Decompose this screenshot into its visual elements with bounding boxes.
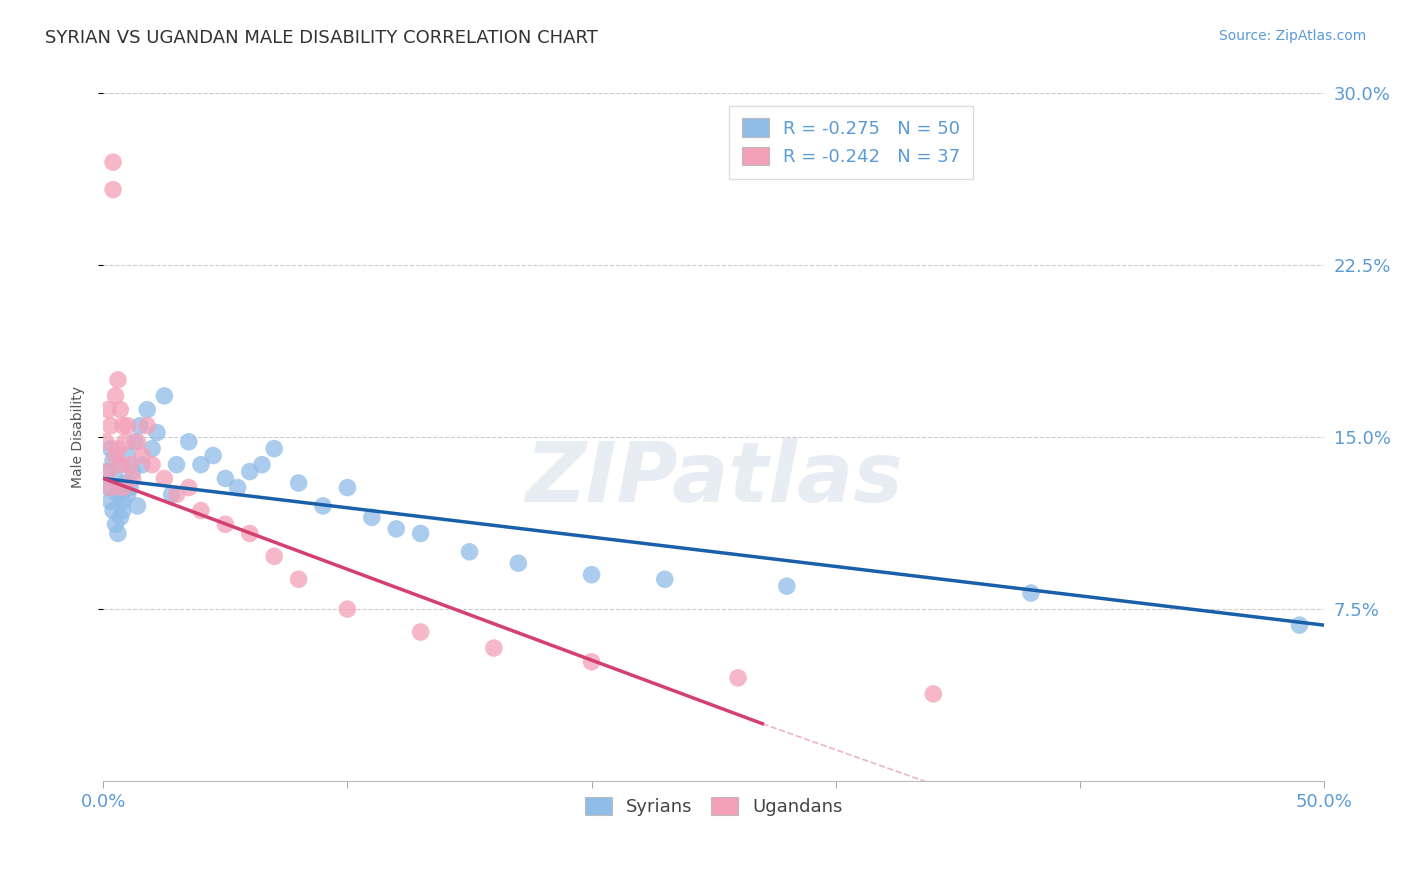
Point	[458, 545, 481, 559]
Point	[111, 481, 134, 495]
Point	[101, 503, 124, 517]
Point	[94, 434, 117, 449]
Point	[263, 549, 285, 564]
Point	[336, 602, 359, 616]
Point	[100, 481, 122, 495]
Y-axis label: Male Disability: Male Disability	[72, 386, 86, 488]
Point	[94, 465, 117, 479]
Point	[101, 183, 124, 197]
Point	[129, 418, 152, 433]
Point	[360, 510, 382, 524]
Point	[1288, 618, 1310, 632]
Point	[654, 572, 676, 586]
Point	[146, 425, 169, 440]
Point	[581, 567, 603, 582]
Point	[104, 471, 127, 485]
Point	[922, 687, 945, 701]
Point	[160, 487, 183, 501]
Point	[336, 481, 359, 495]
Point	[141, 458, 163, 472]
Point	[111, 418, 134, 433]
Point	[117, 418, 139, 433]
Point	[107, 373, 129, 387]
Point	[409, 625, 432, 640]
Point	[190, 458, 212, 472]
Point	[100, 494, 122, 508]
Point	[482, 641, 505, 656]
Point	[385, 522, 408, 536]
Point	[409, 526, 432, 541]
Point	[166, 458, 188, 472]
Point	[111, 503, 134, 517]
Point	[120, 481, 142, 495]
Point	[776, 579, 799, 593]
Point	[214, 517, 236, 532]
Point	[100, 442, 122, 456]
Point	[312, 499, 335, 513]
Point	[287, 572, 309, 586]
Point	[239, 465, 262, 479]
Point	[121, 471, 143, 485]
Point	[107, 442, 129, 456]
Point	[104, 389, 127, 403]
Point	[117, 487, 139, 501]
Point	[177, 481, 200, 495]
Point	[508, 556, 530, 570]
Point	[127, 434, 149, 449]
Legend: Syrians, Ugandans: Syrians, Ugandans	[578, 789, 849, 823]
Point	[97, 465, 120, 479]
Point	[121, 465, 143, 479]
Point	[131, 458, 153, 472]
Point	[110, 510, 132, 524]
Point	[104, 517, 127, 532]
Point	[100, 418, 122, 433]
Point	[581, 655, 603, 669]
Point	[110, 458, 132, 472]
Point	[127, 499, 149, 513]
Point	[239, 526, 262, 541]
Point	[114, 476, 136, 491]
Point	[727, 671, 749, 685]
Point	[177, 434, 200, 449]
Point	[263, 442, 285, 456]
Point	[120, 458, 142, 472]
Point	[104, 449, 127, 463]
Text: ZIPatlas: ZIPatlas	[524, 438, 903, 519]
Point	[153, 471, 176, 485]
Point	[97, 402, 120, 417]
Point	[110, 402, 132, 417]
Point	[117, 449, 139, 463]
Point	[226, 481, 249, 495]
Point	[101, 453, 124, 467]
Point	[166, 487, 188, 501]
Point	[202, 449, 225, 463]
Point	[214, 471, 236, 485]
Point	[153, 389, 176, 403]
Point	[114, 434, 136, 449]
Point	[107, 526, 129, 541]
Point	[141, 442, 163, 456]
Point	[107, 487, 129, 501]
Point	[1019, 586, 1042, 600]
Point	[111, 494, 134, 508]
Point	[97, 481, 120, 495]
Point	[124, 434, 146, 449]
Point	[131, 449, 153, 463]
Text: SYRIAN VS UGANDAN MALE DISABILITY CORRELATION CHART: SYRIAN VS UGANDAN MALE DISABILITY CORREL…	[45, 29, 598, 47]
Point	[136, 418, 159, 433]
Point	[110, 458, 132, 472]
Point	[101, 155, 124, 169]
Text: Source: ZipAtlas.com: Source: ZipAtlas.com	[1219, 29, 1367, 44]
Point	[190, 503, 212, 517]
Point	[287, 476, 309, 491]
Point	[136, 402, 159, 417]
Point	[250, 458, 273, 472]
